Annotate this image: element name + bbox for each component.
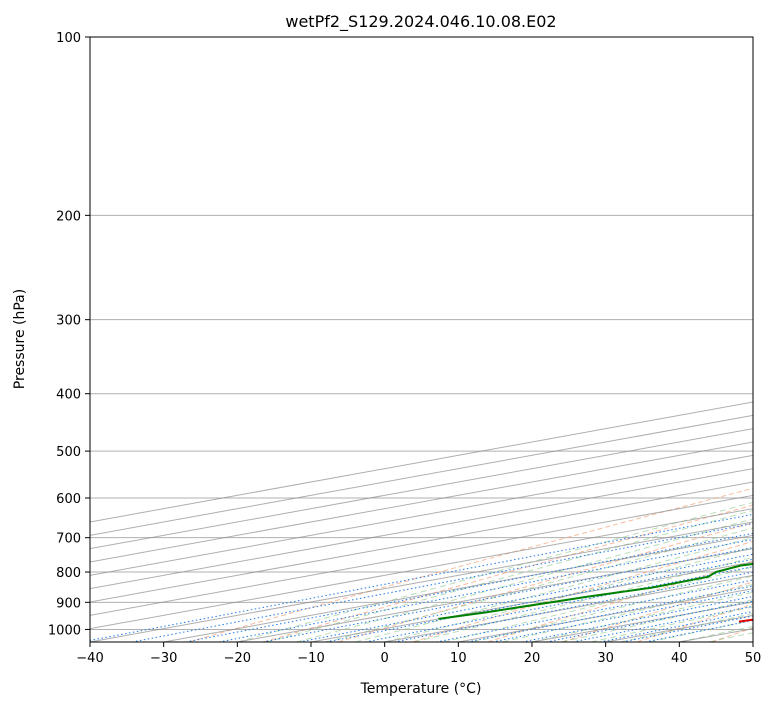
y-tick-label: 1000 — [48, 623, 81, 638]
mixing-ratio-line — [299, 553, 753, 642]
x-tick-label: 0 — [381, 651, 389, 666]
x-tick-label: 30 — [597, 651, 614, 666]
moist-adiabat — [561, 599, 753, 642]
x-axis-label: Temperature (°C) — [360, 681, 482, 697]
x-axis-ticks: −40 −30 −20 −10 0 10 20 30 40 50 — [76, 642, 761, 666]
x-tick-label: 10 — [450, 651, 467, 666]
y-tick-label: 100 — [56, 31, 81, 46]
moist-adiabat — [413, 556, 753, 642]
moist-adiabat — [384, 546, 753, 642]
moist-adiabat — [531, 591, 753, 642]
mixing-ratio-line — [522, 595, 753, 642]
isotherm-line — [90, 481, 753, 603]
moist-adiabat — [237, 501, 753, 642]
isotherm-line — [90, 508, 753, 630]
mixing-ratio-line — [436, 579, 753, 642]
y-tick-label: 800 — [56, 566, 81, 581]
x-tick-label: −10 — [297, 651, 324, 666]
isotherm-line — [90, 428, 753, 550]
mixing-ratio-line — [572, 605, 753, 642]
dry-adiabat — [188, 487, 753, 642]
dry-adiabat — [562, 581, 753, 642]
x-tick-label: 40 — [671, 651, 688, 666]
isotherm-line — [90, 468, 753, 590]
mixing-ratio-line — [546, 600, 753, 642]
moist-adiabat — [325, 527, 753, 642]
y-tick-label: 900 — [56, 596, 81, 611]
y-axis-label: Pressure (hPa) — [12, 289, 28, 389]
y-axis-ticks: 100 200 300 400 500 600 700 800 900 1000 — [48, 31, 90, 638]
dry-adiabat — [338, 522, 753, 642]
plot-background — [90, 37, 753, 642]
x-tick-label: 20 — [524, 651, 541, 666]
isotherm-line — [163, 534, 753, 642]
isotherm-line — [90, 494, 753, 616]
x-tick-label: −20 — [224, 651, 251, 666]
mixing-ratio-line — [599, 611, 753, 642]
mixing-ratio-line — [622, 615, 753, 642]
y-tick-label: 300 — [56, 314, 81, 329]
y-tick-label: 700 — [56, 532, 81, 547]
y-tick-label: 400 — [56, 388, 81, 403]
dry-adiabat — [263, 504, 753, 642]
moist-adiabat — [296, 518, 753, 642]
x-tick-label: −30 — [150, 651, 177, 666]
mixing-ratio-line — [492, 590, 753, 642]
mixing-ratio-line — [645, 619, 753, 642]
x-tick-label: −40 — [76, 651, 103, 666]
mixing-ratio-line — [131, 522, 753, 642]
y-tick-label: 500 — [56, 445, 81, 460]
plot-frame — [89, 36, 754, 643]
mixing-ratio-line — [467, 585, 753, 642]
background-lines — [90, 37, 753, 642]
isotherm-line — [90, 441, 753, 563]
moist-adiabat — [266, 509, 753, 642]
isotherm-line — [90, 454, 753, 576]
isotherm-line — [752, 641, 753, 642]
y-tick-label: 200 — [56, 209, 81, 224]
isotherm-line — [90, 521, 753, 642]
x-tick-label: 50 — [745, 651, 762, 666]
chart-title: wetPf2_S129.2024.046.10.08.E02 — [285, 12, 556, 32]
y-tick-label: 600 — [56, 492, 81, 507]
